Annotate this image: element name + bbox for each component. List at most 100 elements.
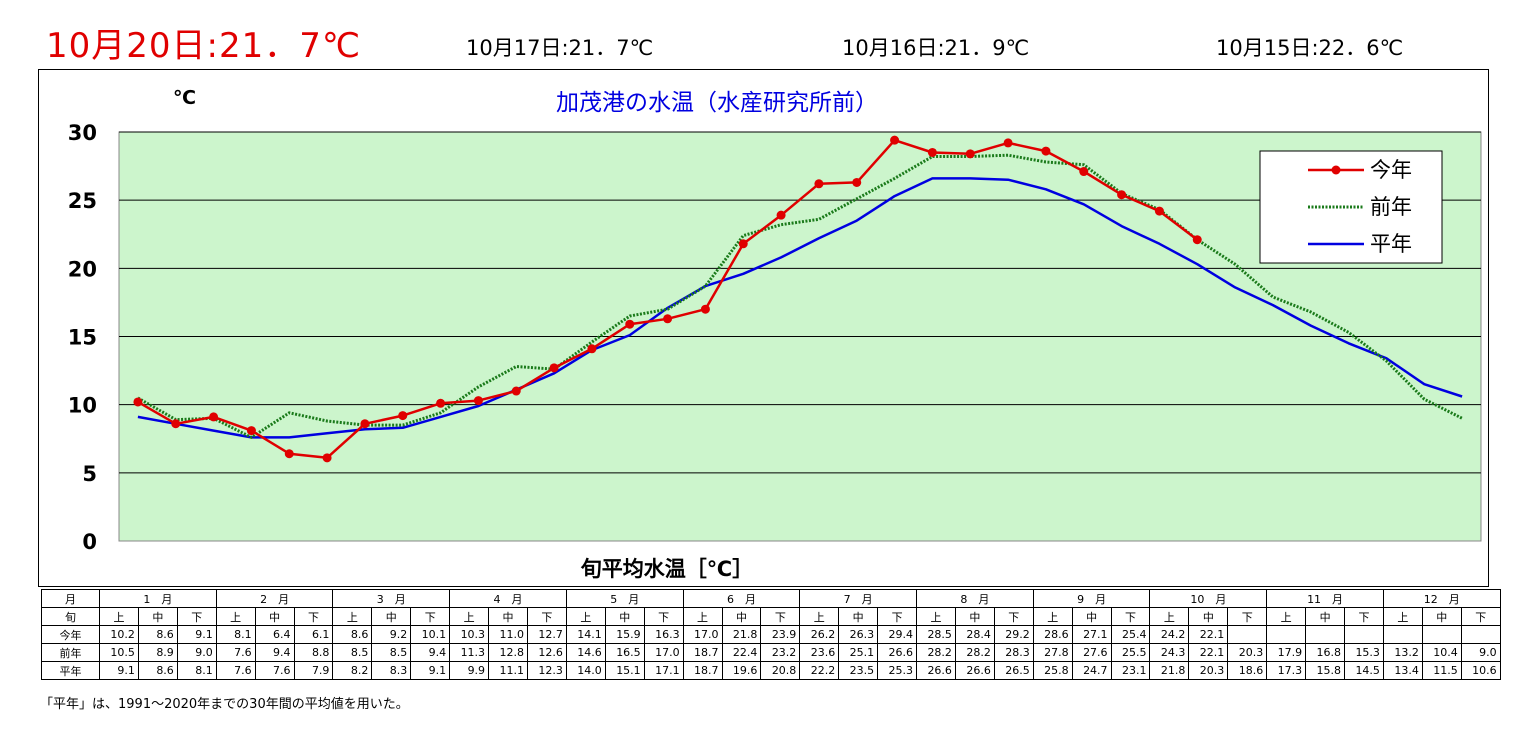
month-header: 9 月: [1032, 589, 1151, 608]
table-cell: 25.3: [877, 661, 918, 680]
period-header: 上: [682, 607, 723, 626]
period-header: 中: [1305, 607, 1346, 626]
period-header: 下: [526, 607, 567, 626]
period-header: 上: [565, 607, 606, 626]
series-line-1: [137, 153, 1463, 439]
table-cell: 13.2: [1382, 643, 1423, 662]
table-cell: 28.3: [993, 643, 1034, 662]
table-cell: 15.9: [604, 625, 645, 644]
table-cell: 28.5: [916, 625, 956, 644]
data-point: [700, 304, 710, 314]
table-cell: 23.5: [838, 661, 879, 680]
data-point: [738, 239, 748, 249]
table-cell: 11.3: [449, 643, 490, 662]
period-header: 下: [993, 607, 1034, 626]
period-header: 下: [293, 607, 334, 626]
table-cell: 26.6: [916, 661, 956, 680]
month-header: 2 月: [215, 589, 334, 608]
data-point: [436, 398, 446, 408]
table-cell: 20.3: [1227, 643, 1268, 662]
period-header: 下: [176, 607, 217, 626]
table-cell: 14.6: [565, 643, 606, 662]
table-cell: 25.1: [838, 643, 879, 662]
table-cell: 26.2: [799, 625, 840, 644]
period-header: 上: [332, 607, 373, 626]
table-cell: 27.8: [1032, 643, 1073, 662]
table-cell: 15.8: [1305, 661, 1346, 680]
y-tick-label: 25: [68, 189, 97, 213]
period-header: 中: [1071, 607, 1112, 626]
data-point: [1154, 206, 1164, 216]
table-cell: [1421, 625, 1462, 644]
table-cell: 10.6: [1460, 661, 1501, 680]
table-cell: 24.7: [1071, 661, 1112, 680]
month-header: 5 月: [565, 589, 684, 608]
table-cell: 13.4: [1382, 661, 1423, 680]
period-header: 上: [1149, 607, 1190, 626]
period-header: 下: [877, 607, 918, 626]
table-cell: 8.9: [137, 643, 178, 662]
current-date-temperature: 10月20日:21．7℃: [46, 26, 362, 66]
row-label-period: 旬: [41, 607, 100, 626]
y-tick-label: 10: [68, 394, 97, 418]
table-cell: 9.1: [176, 625, 217, 644]
table-cell: 17.0: [682, 625, 723, 644]
period-header: 中: [137, 607, 178, 626]
legend-label-0: 今年: [1370, 158, 1412, 182]
data-point: [927, 147, 937, 157]
table-cell: 23.9: [760, 625, 801, 644]
table-cell: 16.3: [643, 625, 684, 644]
table-cell: 26.5: [993, 661, 1034, 680]
table-cell: 6.1: [293, 625, 334, 644]
previous-date-temperature-3: 10月15日:22．6℃: [1216, 36, 1404, 60]
month-header: 4 月: [449, 589, 567, 608]
table-cell: 15.3: [1344, 643, 1384, 662]
table-cell: 29.4: [877, 625, 918, 644]
period-header: 下: [1460, 607, 1501, 626]
table-cell: 9.0: [1460, 643, 1501, 662]
x-axis-label: 旬平均水温［℃］: [580, 557, 753, 581]
data-point: [209, 412, 219, 422]
table-cell: 8.8: [293, 643, 334, 662]
table-cell: 27.1: [1071, 625, 1112, 644]
period-header: 上: [1382, 607, 1423, 626]
data-point: [663, 314, 673, 324]
table-cell: 28.2: [916, 643, 956, 662]
table-cell: 8.6: [137, 661, 178, 680]
period-header: 上: [1032, 607, 1073, 626]
table-cell: 6.4: [254, 625, 295, 644]
table-cell: 17.0: [643, 643, 684, 662]
row-label-series: 今年: [41, 625, 100, 644]
table-cell: 9.4: [254, 643, 295, 662]
table-cell: 14.5: [1344, 661, 1384, 680]
table-cell: 17.1: [643, 661, 684, 680]
data-point: [398, 411, 408, 421]
data-point: [549, 363, 559, 373]
data-point: [587, 344, 597, 354]
period-header: 中: [838, 607, 879, 626]
month-header: 10 月: [1149, 589, 1268, 608]
data-point: [852, 177, 862, 187]
table-cell: 8.1: [215, 625, 256, 644]
row-label-month: 月: [41, 589, 100, 608]
table-cell: 21.8: [1149, 661, 1190, 680]
period-header: 中: [488, 607, 528, 626]
month-header: 6 月: [682, 589, 801, 608]
table-cell: 12.6: [526, 643, 567, 662]
data-point: [322, 453, 332, 463]
table-cell: 12.7: [526, 625, 567, 644]
table-cell: 24.2: [1149, 625, 1190, 644]
table-cell: 9.1: [99, 661, 139, 680]
table-cell: 18.6: [1227, 661, 1268, 680]
table-cell: 16.5: [604, 643, 645, 662]
chart-title: 加茂港の水温（水産研究所前）: [556, 90, 878, 116]
period-header: 中: [371, 607, 412, 626]
period-header: 中: [1188, 607, 1229, 626]
table-cell: 8.2: [332, 661, 373, 680]
data-point: [1003, 138, 1013, 148]
table-cell: 25.4: [1110, 625, 1151, 644]
table-cell: [1305, 625, 1346, 644]
table-cell: 28.4: [954, 625, 995, 644]
table-cell: 16.8: [1305, 643, 1346, 662]
